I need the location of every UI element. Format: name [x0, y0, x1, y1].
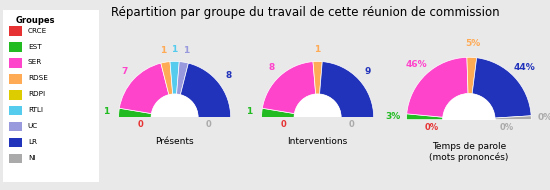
Text: CRCE: CRCE: [28, 28, 47, 34]
Text: 0%: 0%: [499, 123, 513, 132]
Text: 0%: 0%: [537, 113, 550, 122]
Text: 8: 8: [226, 71, 232, 80]
Wedge shape: [472, 58, 531, 118]
Text: 1: 1: [183, 46, 189, 55]
Text: RDPI: RDPI: [28, 91, 45, 97]
FancyBboxPatch shape: [0, 4, 102, 188]
Wedge shape: [406, 114, 443, 120]
Text: Temps de parole
(mots prononcés): Temps de parole (mots prononcés): [429, 142, 509, 162]
Text: Répartition par groupe du travail de cette réunion de commission: Répartition par groupe du travail de cet…: [111, 6, 499, 19]
Bar: [9, 42, 22, 52]
Text: EST: EST: [28, 44, 41, 50]
Text: 1: 1: [246, 107, 252, 116]
Text: 7: 7: [121, 67, 128, 76]
Wedge shape: [119, 63, 169, 114]
Text: 0: 0: [205, 120, 211, 129]
Text: 3%: 3%: [385, 112, 400, 121]
Text: 46%: 46%: [406, 60, 427, 69]
Bar: [9, 74, 22, 84]
Text: 0: 0: [281, 120, 287, 129]
Text: 1: 1: [315, 45, 321, 54]
Text: Interventions: Interventions: [288, 137, 348, 146]
Bar: [9, 26, 22, 36]
Wedge shape: [320, 62, 373, 117]
Text: 8: 8: [268, 63, 274, 72]
Wedge shape: [313, 61, 322, 94]
Wedge shape: [119, 108, 151, 117]
Text: Présents: Présents: [155, 137, 194, 146]
Bar: [9, 58, 22, 68]
Text: 1: 1: [103, 107, 109, 116]
Circle shape: [443, 93, 495, 146]
Text: 1: 1: [172, 45, 178, 54]
Text: UC: UC: [28, 123, 38, 129]
Bar: [9, 122, 22, 131]
Text: 0%: 0%: [425, 123, 438, 132]
Text: NI: NI: [28, 155, 35, 161]
Wedge shape: [177, 62, 189, 95]
Bar: [9, 106, 22, 116]
Text: 1: 1: [160, 46, 167, 55]
Wedge shape: [495, 116, 531, 120]
Bar: [102, 117, 248, 148]
Circle shape: [151, 94, 198, 141]
Wedge shape: [161, 62, 173, 95]
Bar: [9, 154, 22, 163]
Text: 44%: 44%: [514, 63, 535, 72]
Bar: [388, 120, 550, 154]
Wedge shape: [262, 108, 294, 117]
Text: RDSE: RDSE: [28, 75, 48, 81]
Text: RTLI: RTLI: [28, 107, 43, 113]
Wedge shape: [170, 61, 179, 94]
Circle shape: [294, 94, 341, 141]
Bar: [9, 138, 22, 147]
Text: 5%: 5%: [465, 39, 480, 48]
Text: Groupes: Groupes: [15, 16, 55, 25]
Bar: [9, 90, 22, 100]
Wedge shape: [467, 57, 477, 94]
Text: LR: LR: [28, 139, 37, 145]
Wedge shape: [407, 57, 468, 117]
Text: 9: 9: [365, 67, 371, 76]
Wedge shape: [262, 62, 316, 114]
Text: 0: 0: [348, 120, 354, 129]
Text: 0: 0: [138, 120, 144, 129]
Bar: [245, 117, 390, 148]
Text: SER: SER: [28, 59, 42, 65]
Wedge shape: [180, 63, 230, 117]
